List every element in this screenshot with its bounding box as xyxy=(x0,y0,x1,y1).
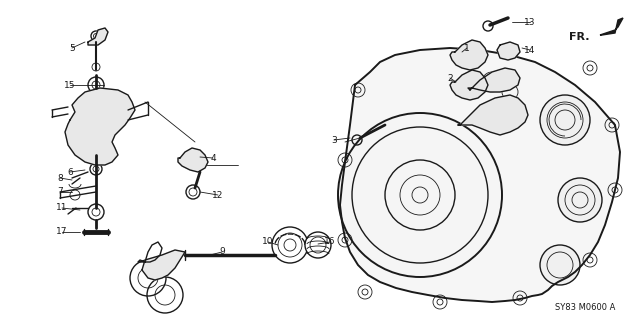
Text: 2: 2 xyxy=(447,74,453,83)
Text: 15: 15 xyxy=(64,81,76,90)
Circle shape xyxy=(540,245,580,285)
Polygon shape xyxy=(340,48,620,302)
Text: 13: 13 xyxy=(524,18,536,27)
Text: 5: 5 xyxy=(69,44,75,52)
Text: 4: 4 xyxy=(210,154,216,163)
Polygon shape xyxy=(497,42,520,60)
Polygon shape xyxy=(450,70,488,100)
Text: 7: 7 xyxy=(57,188,63,196)
Polygon shape xyxy=(450,40,488,70)
Circle shape xyxy=(558,178,602,222)
Text: 9: 9 xyxy=(219,247,225,257)
Polygon shape xyxy=(65,88,135,165)
Circle shape xyxy=(272,227,308,263)
Circle shape xyxy=(305,232,331,258)
Polygon shape xyxy=(468,68,520,92)
Text: FR.: FR. xyxy=(569,32,590,42)
Text: 6: 6 xyxy=(67,167,73,177)
Circle shape xyxy=(338,113,502,277)
Polygon shape xyxy=(600,18,623,35)
Circle shape xyxy=(540,95,590,145)
Text: 17: 17 xyxy=(56,228,68,236)
Text: 8: 8 xyxy=(57,173,63,182)
Polygon shape xyxy=(88,28,108,45)
Text: 16: 16 xyxy=(324,237,336,246)
Polygon shape xyxy=(458,95,528,135)
Polygon shape xyxy=(178,148,208,172)
Text: 10: 10 xyxy=(262,237,274,246)
Text: 11: 11 xyxy=(56,204,68,212)
Text: SY83 M0600 A: SY83 M0600 A xyxy=(555,303,615,313)
Polygon shape xyxy=(142,250,185,280)
Text: 14: 14 xyxy=(524,45,536,54)
Text: 12: 12 xyxy=(212,190,224,199)
Text: 1: 1 xyxy=(464,44,470,52)
Text: 3: 3 xyxy=(331,135,337,145)
